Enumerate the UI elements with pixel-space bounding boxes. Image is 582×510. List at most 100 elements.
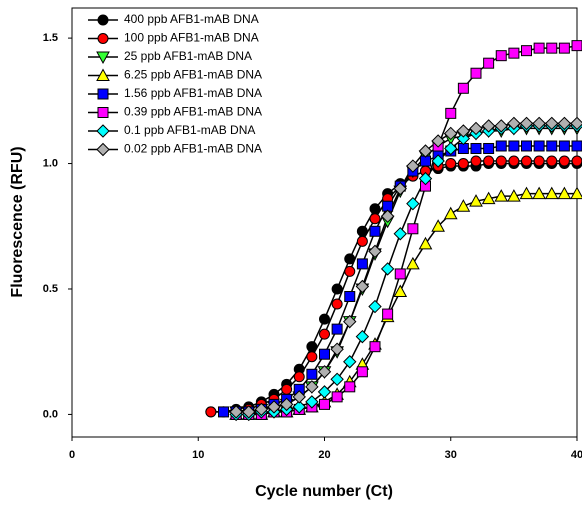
data-point	[319, 328, 330, 340]
data-point	[331, 298, 343, 310]
data-point	[469, 194, 483, 207]
x-tick-label: 0	[69, 449, 75, 461]
data-point	[481, 119, 496, 133]
x-tick-label: 10	[192, 449, 204, 461]
data-point	[344, 291, 356, 303]
legend-marker	[97, 107, 109, 118]
data-point	[508, 155, 520, 167]
data-point	[483, 57, 495, 69]
legend-label: 25 ppb AFB1-mAB DNA	[124, 49, 252, 63]
legend-marker	[97, 88, 109, 100]
data-point	[369, 225, 381, 237]
legend-label: 400 ppb AFB1-mAB DNA	[124, 12, 259, 26]
data-point	[305, 380, 319, 394]
data-point	[445, 107, 457, 119]
data-point	[229, 405, 243, 419]
legend-marker	[96, 51, 110, 65]
data-point	[368, 244, 382, 259]
data-point	[443, 206, 458, 220]
data-point	[456, 131, 471, 146]
legend-marker	[97, 33, 109, 44]
data-point	[406, 159, 420, 173]
data-point	[521, 45, 532, 57]
data-point	[319, 398, 330, 410]
data-point	[558, 140, 570, 152]
data-point	[344, 253, 356, 265]
data-point	[356, 258, 368, 270]
legend-marker	[96, 142, 110, 157]
data-point	[546, 140, 558, 152]
data-point	[380, 262, 395, 276]
data-point	[558, 155, 570, 167]
y-axis-title: Fluorescence (RFU)	[9, 146, 26, 297]
data-point	[306, 351, 318, 363]
data-point	[456, 199, 471, 212]
data-point	[254, 402, 269, 417]
data-point	[495, 155, 507, 167]
data-point	[519, 116, 534, 131]
x-axis-title: Cycle number (Ct)	[255, 483, 393, 500]
data-point	[319, 348, 330, 360]
data-point	[470, 155, 482, 167]
data-point	[331, 283, 343, 295]
data-point	[431, 134, 445, 148]
data-point	[317, 365, 332, 379]
data-point	[380, 209, 395, 223]
data-point	[393, 181, 407, 196]
series-line	[236, 125, 577, 416]
data-point	[394, 268, 406, 280]
data-point	[445, 158, 457, 170]
y-tick-label: 1.0	[43, 157, 58, 169]
data-point	[330, 342, 344, 356]
legend-label: 6.25 ppb AFB1-mAB DNA	[124, 68, 262, 82]
data-point	[457, 82, 469, 94]
data-point	[242, 405, 256, 419]
data-point	[293, 371, 305, 383]
data-point	[557, 186, 572, 200]
data-point	[481, 191, 496, 205]
data-point	[344, 265, 356, 277]
data-point	[356, 235, 368, 247]
data-point	[495, 50, 507, 62]
data-point	[533, 140, 545, 152]
legend-label: 100 ppb AFB1-mAB DNA	[124, 31, 259, 45]
data-point	[483, 142, 495, 154]
data-point	[319, 313, 330, 325]
data-point	[431, 219, 445, 232]
data-point	[521, 155, 532, 167]
legend-marker	[97, 14, 109, 26]
data-point	[495, 140, 507, 152]
data-point	[457, 158, 469, 170]
data-point	[431, 154, 445, 168]
data-point	[356, 225, 368, 237]
data-point	[355, 279, 370, 294]
data-point	[330, 372, 344, 387]
data-point	[532, 186, 546, 200]
x-tick-label: 20	[318, 449, 330, 461]
data-point	[571, 155, 582, 167]
data-point	[570, 116, 582, 131]
data-point	[571, 40, 582, 52]
y-tick-label: 1.5	[43, 32, 58, 44]
data-point	[508, 47, 520, 59]
data-point	[343, 314, 357, 329]
legend-marker	[96, 124, 110, 138]
data-point	[494, 119, 508, 133]
data-point	[483, 155, 495, 167]
data-point	[444, 126, 458, 141]
data-point	[406, 256, 420, 270]
data-point	[267, 400, 281, 414]
data-point	[533, 42, 545, 54]
data-point	[279, 397, 294, 412]
data-point	[533, 155, 545, 167]
legend-label: 0.39 ppb AFB1-mAB DNA	[124, 105, 262, 119]
data-point	[205, 406, 217, 418]
data-point	[393, 227, 407, 241]
data-point	[306, 341, 318, 353]
data-point	[546, 155, 558, 167]
data-point	[507, 189, 521, 202]
data-point	[546, 42, 558, 54]
x-tick-label: 30	[445, 449, 457, 461]
data-point	[292, 400, 306, 414]
